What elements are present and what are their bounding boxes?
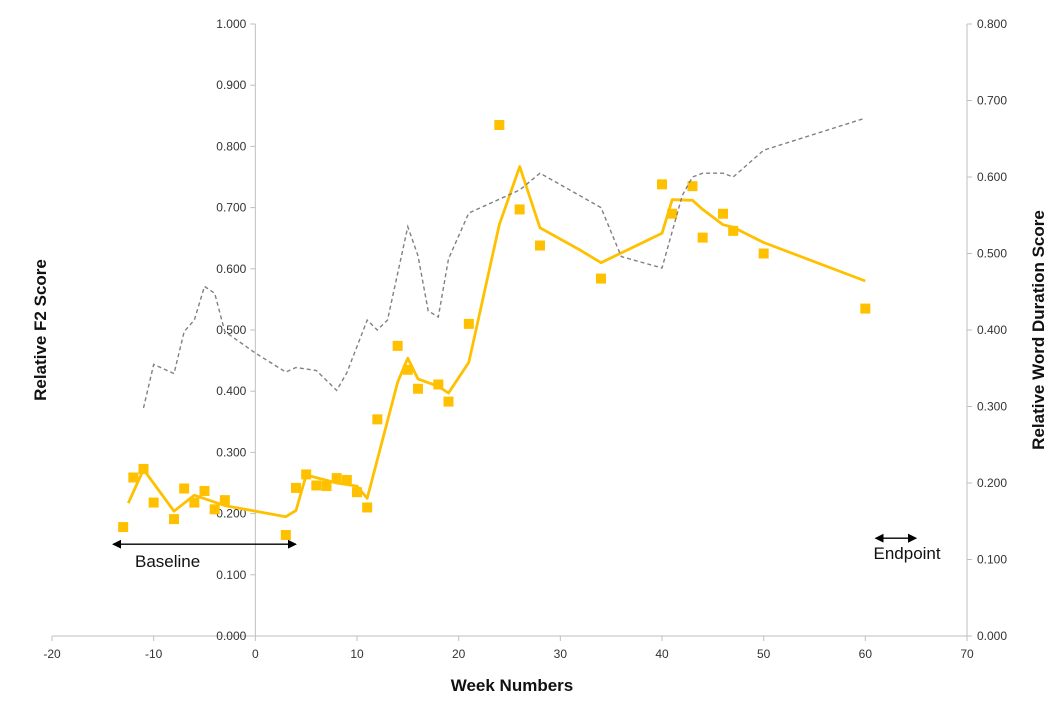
y-tick-label: 0.200 <box>216 507 246 521</box>
f2-data-point <box>433 379 444 390</box>
f2-data-point <box>443 396 454 407</box>
f2-data-point <box>209 504 220 515</box>
f2-markers-series <box>118 119 871 541</box>
word-duration-line <box>142 117 866 409</box>
f2-data-point <box>179 483 190 494</box>
f2-data-point <box>199 485 210 496</box>
x-tick-label: 10 <box>350 647 364 661</box>
f2-data-point <box>758 248 769 259</box>
f2-data-point <box>718 208 728 219</box>
y-tick-label: 1.000 <box>216 17 246 31</box>
f2-data-point <box>148 497 159 508</box>
f2-trend-line <box>127 165 866 519</box>
f2-data-point <box>128 472 139 483</box>
x-tick-label: 20 <box>452 647 466 661</box>
f2-data-point <box>697 232 708 243</box>
f2-data-point <box>362 502 373 513</box>
f2-data-point <box>728 225 739 236</box>
f2-data-point <box>687 181 698 192</box>
f2-data-point <box>169 514 179 525</box>
y2-tick-label: 0.600 <box>977 170 1007 184</box>
f2-data-point <box>514 204 525 215</box>
x-tick-label: 40 <box>655 647 669 661</box>
x-tick-label: 60 <box>859 647 873 661</box>
f2-data-point <box>860 303 871 314</box>
f2-data-point <box>321 481 332 492</box>
x-axis-title: Week Numbers <box>451 676 574 695</box>
y-tick-label: 0.800 <box>216 139 246 153</box>
y2-tick-label: 0.100 <box>977 553 1007 567</box>
f2-data-point <box>219 495 230 506</box>
f2-data-point <box>494 119 505 130</box>
f2-data-point <box>341 474 352 485</box>
f2-data-point <box>535 240 545 251</box>
axes: -20 -10 0 10 20 30 40 50 60 700.0000.1000.2000.30… <box>43 17 1007 661</box>
f2-data-point <box>596 273 606 284</box>
f2-data-point <box>372 414 383 425</box>
f2-data-point <box>463 318 474 329</box>
y2-tick-label: 0.000 <box>977 629 1007 643</box>
f2-data-point <box>280 530 291 541</box>
y2-tick-label: 0.700 <box>977 94 1007 108</box>
series-layer <box>118 117 871 541</box>
y-tick-label: 0.400 <box>216 384 246 398</box>
annotation-layer: Baseline Endpoint <box>112 533 941 571</box>
f2-data-point <box>402 364 413 375</box>
y-tick-label: 0.300 <box>216 445 246 459</box>
x-tick-label: 30 <box>554 647 568 661</box>
endpoint-label: Endpoint <box>874 544 941 563</box>
f2-data-point <box>291 482 301 493</box>
y2-tick-label: 0.400 <box>977 323 1007 337</box>
y-tick-label: 0.500 <box>216 323 246 337</box>
y2-tick-label: 0.200 <box>977 476 1007 490</box>
x-tick-label: -20 <box>43 647 61 661</box>
y2-axis-title: Relative Word Duration Score <box>1029 210 1048 450</box>
x-tick-label: 50 <box>757 647 771 661</box>
f2-data-point <box>657 179 667 190</box>
f2-data-point <box>413 383 423 394</box>
baseline-label: Baseline <box>135 552 200 571</box>
f2-data-point <box>331 473 342 484</box>
y2-tick-label: 0.500 <box>977 247 1007 261</box>
y-axis-title: Relative F2 Score <box>31 259 50 401</box>
x-tick-label: 0 <box>252 647 259 661</box>
y-tick-label: 0.600 <box>216 262 246 276</box>
f2-data-point <box>118 522 129 533</box>
y-tick-label: 0.700 <box>216 201 246 215</box>
y-tick-label: 0.100 <box>216 568 246 582</box>
y-tick-label: 0.000 <box>216 629 246 643</box>
f2-data-point <box>667 208 678 219</box>
x-tick-label: -10 <box>145 647 163 661</box>
f2-data-point <box>392 340 403 351</box>
f2-data-point <box>352 487 362 498</box>
f2-data-point <box>189 497 200 508</box>
y-tick-label: 0.900 <box>216 78 246 92</box>
y2-tick-label: 0.800 <box>977 17 1007 31</box>
x-tick-label: 70 <box>960 647 974 661</box>
y2-tick-label: 0.300 <box>977 400 1007 414</box>
f2-data-point <box>311 480 322 491</box>
